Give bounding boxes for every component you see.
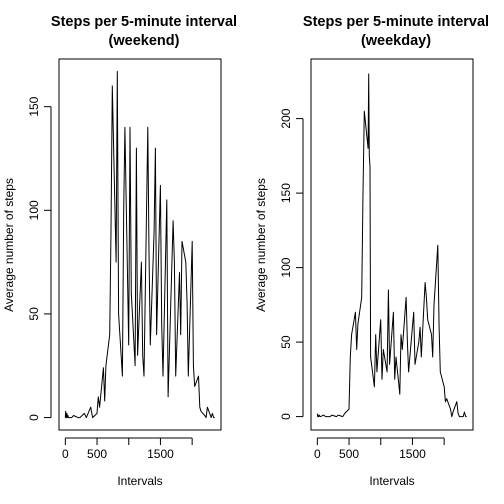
- chart-subtitle: (weekend): [109, 33, 180, 49]
- chart-title: Steps per 5-minute interval: [51, 14, 237, 30]
- series-line: [316, 73, 467, 418]
- y-tick-label: 150: [27, 96, 41, 116]
- x-axis-label: Intervals: [117, 474, 162, 488]
- plot-frame: [310, 58, 474, 431]
- y-tick-label: 50: [279, 335, 293, 349]
- series-line: [64, 70, 215, 419]
- y-tick-label: 150: [279, 183, 293, 203]
- chart-subtitle: (weekday): [361, 33, 431, 49]
- y-axis: 0 50 100 150 200: [279, 108, 304, 420]
- x-tick-label: 1500: [399, 447, 426, 461]
- y-tick-label: 0: [279, 413, 293, 420]
- x-axis: 0 500 1500: [62, 437, 193, 461]
- x-tick-label: 1500: [147, 447, 174, 461]
- x-axis: 0 500 1500: [314, 437, 445, 461]
- chart-weekday: Steps per 5-minute interval (weekday) 0 5…: [254, 14, 489, 488]
- y-tick-label: 50: [27, 307, 41, 321]
- y-axis-label: Average number of steps: [2, 178, 16, 312]
- y-tick-label: 200: [279, 108, 293, 128]
- y-axis-label: Average number of steps: [254, 178, 268, 312]
- chart-weekend: Steps per 5-minute interval (weekend) 0 5…: [2, 14, 237, 488]
- x-tick-label: 500: [87, 447, 107, 461]
- y-tick-label: 0: [27, 414, 41, 421]
- y-tick-label: 100: [27, 200, 41, 220]
- plot-frame: [58, 58, 222, 431]
- y-axis: 0 50 100 150: [27, 96, 52, 421]
- x-tick-label: 0: [62, 447, 69, 461]
- x-tick-label: 500: [339, 447, 359, 461]
- x-axis-label: Intervals: [369, 474, 414, 488]
- y-tick-label: 100: [279, 257, 293, 277]
- chart-title: Steps per 5-minute interval: [303, 14, 489, 30]
- x-tick-label: 0: [314, 447, 321, 461]
